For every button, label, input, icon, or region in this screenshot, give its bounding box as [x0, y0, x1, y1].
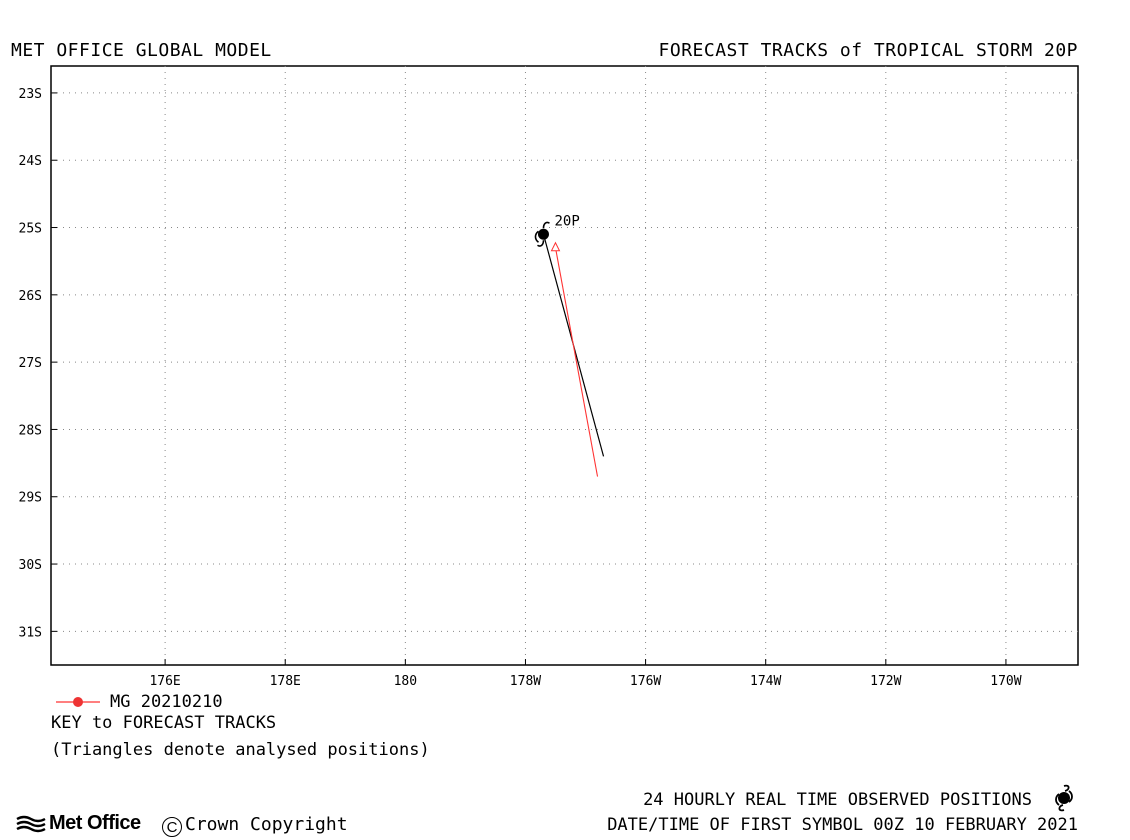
latitude-labels: 23S 24S 25S 26S 27S 28S 29S 30S 31S — [19, 87, 42, 640]
lon-label: 178E — [270, 674, 301, 689]
lat-label: 27S — [19, 356, 42, 371]
key-title: KEY to FORECAST TRACKS — [51, 713, 277, 733]
met-office-wave-icon — [16, 815, 46, 832]
lat-label: 23S — [19, 87, 42, 102]
header-model-title: MET OFFICE GLOBAL MODEL — [11, 40, 272, 61]
tropical-storm-symbol-icon — [534, 221, 550, 247]
lat-label: 28S — [19, 423, 42, 438]
analysed-position-triangle — [550, 241, 561, 252]
copyright-notice: C Crown Copyright — [162, 814, 348, 837]
lat-label: 31S — [19, 625, 42, 640]
header-forecast-title: FORECAST TRACKS of TROPICAL STORM 20P — [658, 40, 1078, 61]
key-track-label: MG 20210210 — [110, 692, 223, 712]
tracks — [542, 234, 605, 477]
lon-label: 176W — [630, 674, 661, 689]
key-track-line-icon — [56, 697, 100, 707]
lat-label: 24S — [19, 154, 42, 169]
lon-label: 174W — [750, 674, 781, 689]
tropical-storm-symbol-icon — [1055, 784, 1073, 812]
storm-label: 20P — [554, 213, 579, 229]
first-symbol-datetime: DATE/TIME OF FIRST SYMBOL 00Z 10 FEBRUAR… — [607, 815, 1078, 835]
lon-label: 170W — [990, 674, 1021, 689]
longitude-labels: 176E 178E 180 178W 176W 174W 172W 170W — [149, 674, 1021, 689]
lat-label: 30S — [19, 558, 42, 573]
lat-label: 26S — [19, 289, 42, 304]
logo-text: Met Office — [49, 812, 141, 834]
lon-label: 180 — [394, 674, 417, 689]
copyright-icon: C — [162, 817, 182, 837]
map-frame — [50, 65, 1079, 666]
lon-label: 178W — [510, 674, 541, 689]
lon-label: 176E — [149, 674, 180, 689]
key-note: (Triangles denote analysed positions) — [51, 740, 430, 760]
forecast-track-line — [554, 247, 599, 477]
met-office-logo: Met Office — [16, 812, 141, 835]
copyright-text: Crown Copyright — [185, 814, 348, 835]
lat-label: 25S — [19, 222, 42, 237]
grid-lines — [51, 66, 1078, 665]
lon-label: 172W — [870, 674, 901, 689]
lat-label: 29S — [19, 491, 42, 506]
observed-positions-label: 24 HOURLY REAL TIME OBSERVED POSITIONS — [643, 790, 1032, 810]
